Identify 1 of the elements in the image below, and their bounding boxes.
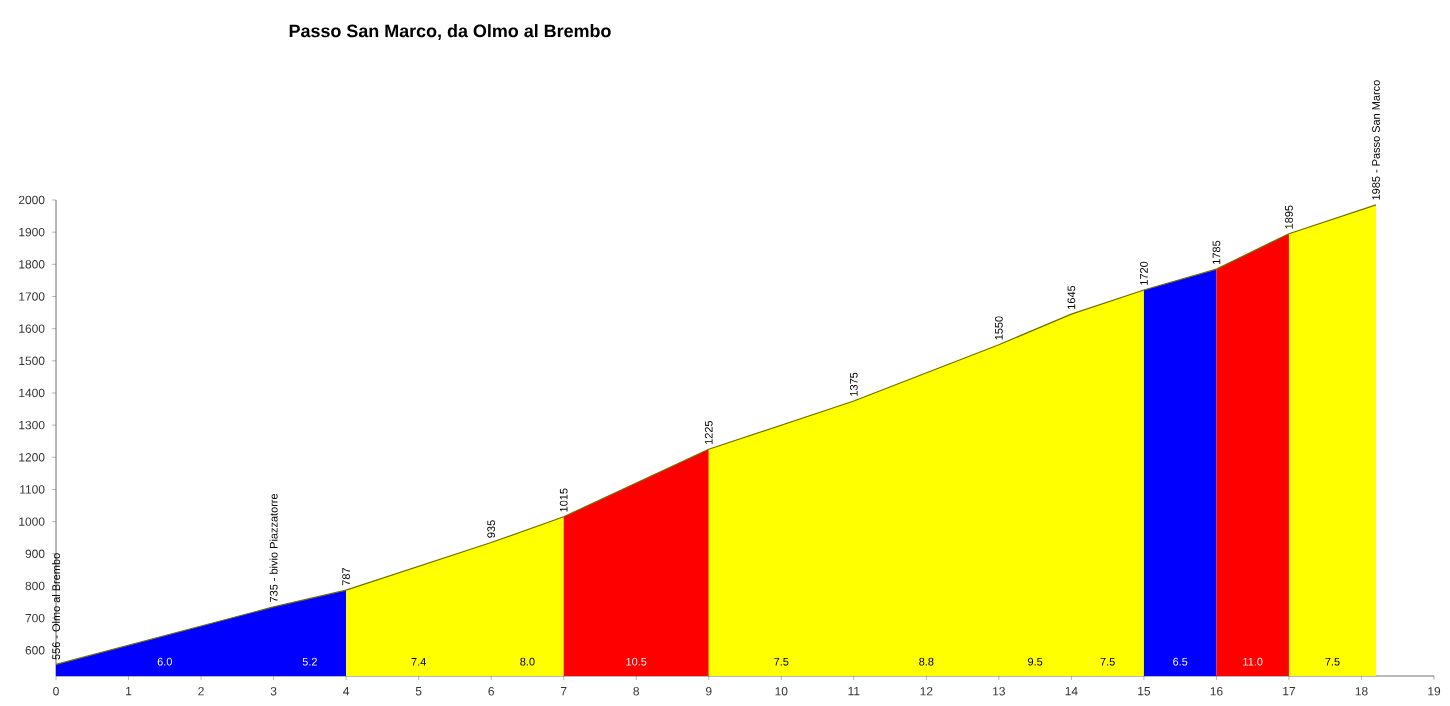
- chart-title: Passo San Marco, da Olmo al Brembo: [289, 24, 611, 40]
